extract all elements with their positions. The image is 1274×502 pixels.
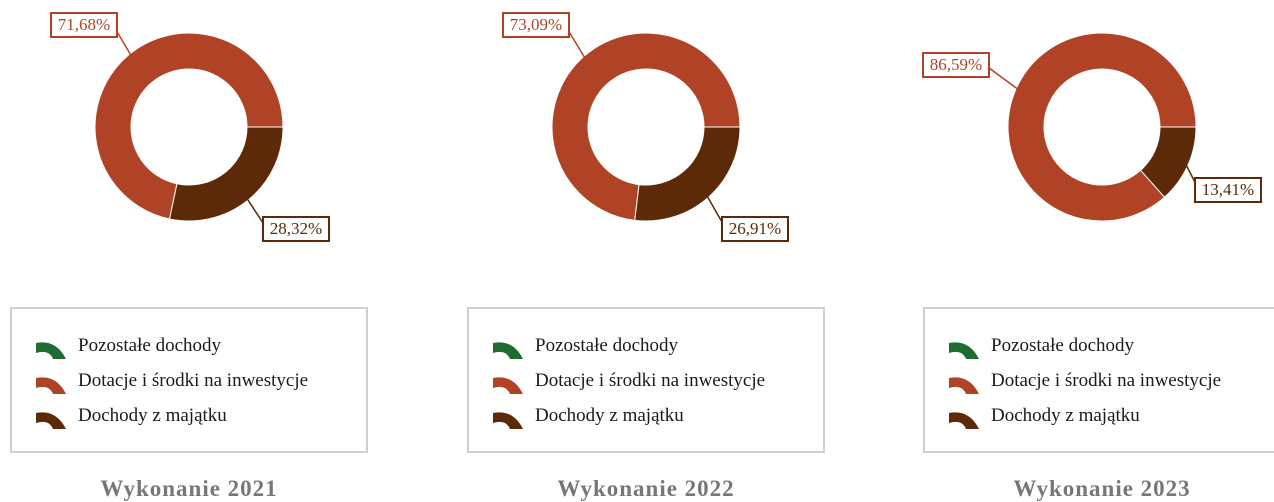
donut-slice: [1139, 126, 1197, 198]
legend-swatch-orange-icon: [36, 377, 66, 394]
legend-swatch-brown-icon: [36, 412, 66, 429]
legend-item-pozostale-dochody: Pozostałe dochody: [491, 331, 678, 361]
data-label: 71,68%: [58, 15, 110, 34]
legend-2023: Pozostałe dochody Dotacje i środki na in…: [923, 307, 1274, 453]
legend-item-dotacje: Dotacje i środki na inwestycje: [34, 366, 308, 396]
legend-label: Pozostałe dochody: [78, 335, 222, 356]
data-label-box: [1194, 177, 1262, 203]
donut-slice: [94, 32, 284, 220]
data-label-box: [262, 216, 330, 242]
legend-label: Dochody z majątku: [78, 405, 227, 426]
legend-item-pozostale-dochody: Pozostałe dochody: [947, 331, 1134, 361]
legend-item-dotacje: Dotacje i środki na inwestycje: [947, 366, 1221, 396]
legend-item-dochody-z-majatku: Dochody z majątku: [947, 401, 1140, 431]
data-label-box: [922, 52, 990, 78]
legend-label: Dochody z majątku: [991, 405, 1140, 426]
chart-title-2022: Wykonanie 2022: [557, 476, 735, 501]
donut-slice: [1007, 32, 1197, 222]
legend-label: Dochody z majątku: [535, 405, 684, 426]
leader-line: [984, 64, 1019, 90]
legend-swatch-green-icon: [949, 342, 979, 359]
legend-swatch-orange-icon: [949, 377, 979, 394]
legend-swatch-brown-icon: [949, 412, 979, 429]
data-label: 73,09%: [510, 15, 562, 34]
legend-swatch-green-icon: [493, 342, 523, 359]
data-label: 28,32%: [270, 219, 322, 238]
legend-label: Dotacje i środki na inwestycje: [535, 370, 766, 391]
legend-item-pozostale-dochody: Pozostałe dochody: [34, 331, 221, 361]
donut-slice: [168, 126, 284, 222]
legend-item-dotacje: Dotacje i środki na inwestycje: [491, 366, 765, 396]
data-label-box: [721, 216, 789, 242]
donut-slice: [551, 32, 741, 221]
legend-label: Pozostałe dochody: [535, 335, 679, 356]
data-label: 13,41%: [1202, 180, 1254, 199]
legend-item-dochody-z-majatku: Dochody z majątku: [491, 401, 684, 431]
data-label: 26,91%: [729, 219, 781, 238]
chart-title-2023: Wykonanie 2023: [1013, 476, 1191, 501]
donut-slice: [634, 126, 741, 222]
legend-label: Dotacje i środki na inwestycje: [991, 370, 1222, 391]
data-label-box: [50, 12, 118, 38]
data-label-box: [502, 12, 570, 38]
legend-2022: Pozostałe dochody Dotacje i środki na in…: [467, 307, 825, 453]
legend-label: Dotacje i środki na inwestycje: [78, 370, 309, 391]
chart-title-2021: Wykonanie 2021: [100, 476, 278, 501]
legend-swatch-green-icon: [36, 342, 66, 359]
data-label: 86,59%: [930, 55, 982, 74]
legend-swatch-brown-icon: [493, 412, 523, 429]
legend-2021: Pozostałe dochody Dotacje i środki na in…: [10, 307, 368, 453]
legend-swatch-orange-icon: [493, 377, 523, 394]
legend-item-dochody-z-majatku: Dochody z majątku: [34, 401, 227, 431]
legend-label: Pozostałe dochody: [991, 335, 1135, 356]
